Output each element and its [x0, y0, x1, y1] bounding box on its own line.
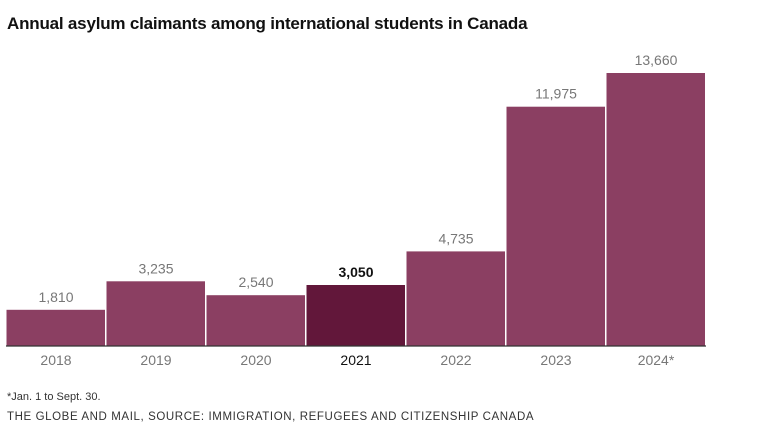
value-label-2019: 3,235 [138, 260, 173, 276]
value-label-2018: 1,810 [38, 289, 73, 305]
x-tick-label-2024: 2024* [638, 352, 675, 368]
x-tick-label-2023: 2023 [540, 352, 571, 368]
bar-2024 [606, 73, 705, 346]
x-tick-labels: 2018 2019 2020 2021 2022 2023 2024* [40, 352, 674, 368]
bar-2020 [206, 295, 305, 346]
bars-layer [6, 73, 705, 346]
source-credit: THE GLOBE AND MAIL, SOURCE: IMMIGRATION,… [7, 411, 535, 423]
bar-2022 [406, 251, 505, 346]
bar-2021 [306, 285, 405, 346]
bar-chart: 1,810 3,235 2,540 3,050 4,735 11,975 13,660 20… [6, 52, 706, 368]
value-label-2021: 3,050 [338, 264, 373, 280]
bar-2019 [106, 281, 205, 346]
bar-2023 [506, 106, 605, 346]
chart-title: Annual asylum claimants among internatio… [7, 14, 528, 33]
value-label-2022: 4,735 [438, 230, 473, 246]
x-tick-label-2021: 2021 [340, 352, 371, 368]
value-label-2023: 11,975 [535, 86, 577, 102]
x-tick-label-2022: 2022 [440, 352, 471, 368]
x-tick-label-2018: 2018 [40, 352, 71, 368]
footnote: *Jan. 1 to Sept. 30. [7, 391, 101, 403]
value-label-2024: 13,660 [635, 52, 678, 68]
bar-2018 [6, 309, 105, 346]
x-tick-label-2020: 2020 [240, 352, 271, 368]
labels-layer: 1,810 3,235 2,540 3,050 4,735 11,975 13,660 [38, 52, 677, 305]
value-label-2020: 2,540 [238, 274, 273, 290]
x-tick-label-2019: 2019 [140, 352, 171, 368]
